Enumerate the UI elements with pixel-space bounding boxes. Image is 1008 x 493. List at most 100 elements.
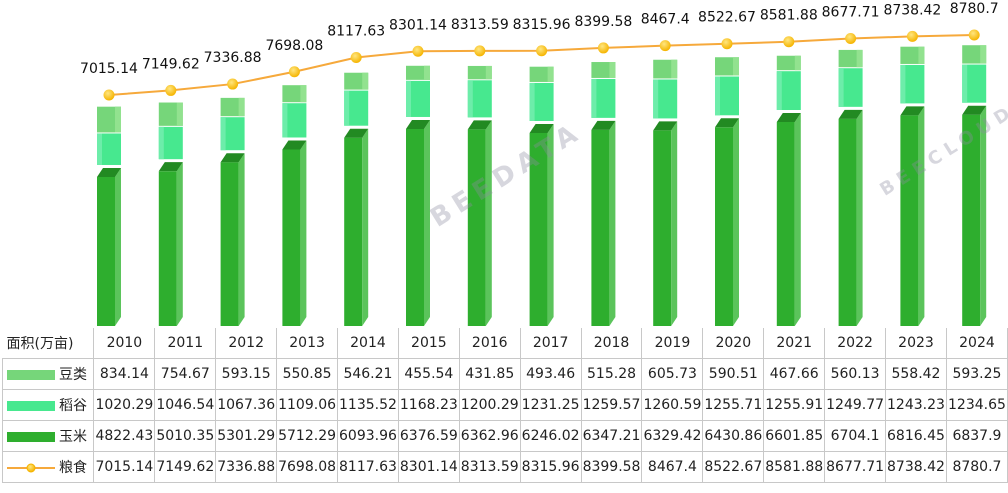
bar-bean-side (671, 59, 678, 79)
bar-corn-side (176, 162, 183, 326)
bar-rice-highlight (776, 71, 782, 111)
point-grain (165, 84, 177, 96)
table-cell: 8581.88 (763, 451, 826, 483)
x-tick-label: 2013 (276, 328, 339, 359)
bar-corn-side (238, 153, 245, 326)
table-cell: 7336.88 (215, 451, 278, 483)
table-cell: 6376.59 (397, 420, 460, 452)
point-grain (474, 45, 486, 57)
bar-rice-highlight (344, 90, 350, 126)
x-tick-label: 2022 (824, 328, 887, 359)
table-cell: 6362.96 (458, 420, 521, 452)
bar-corn-side (980, 105, 987, 326)
legend-label: 玉米 (59, 429, 87, 445)
legend-entry: 稻谷 (1, 389, 95, 421)
data-label-grain: 8522.67 (698, 10, 756, 26)
legend-swatch-icon (7, 401, 55, 411)
table-row: 玉米 4822.43 5010.35 5301.29 5712.29 6093.96 637… (1, 420, 1008, 452)
table-header-row: 面积(万亩) 2010 2011 2012 2013 2014 2015 2016 2017 20… (2, 328, 1008, 359)
x-tick-label: 2023 (885, 328, 947, 359)
bar-corn-top (529, 123, 554, 133)
legend-entry: 豆类 (1, 358, 95, 390)
x-tick-label: 2016 (458, 328, 521, 359)
bar-corn-top (715, 118, 739, 128)
data-label-grain: 7336.88 (204, 50, 262, 66)
x-tick-label: 2017 (519, 328, 582, 359)
table-cell: 6837.9 (945, 420, 1008, 452)
point-grain (845, 32, 857, 44)
data-label-grain: 8117.63 (327, 24, 385, 40)
table-cell: 455.54 (397, 358, 460, 390)
table-cell: 8301.14 (397, 451, 460, 483)
table-cell: 8677.71 (824, 451, 887, 483)
x-tick-label: 2012 (215, 328, 278, 359)
bar-corn (282, 149, 301, 326)
table-cell: 5712.29 (276, 420, 339, 452)
legend-label: 豆类 (59, 367, 87, 383)
point-grain (536, 45, 548, 57)
bar-rice-highlight (715, 76, 720, 116)
table-cell: 1260.59 (641, 389, 704, 421)
table-cell: 593.15 (215, 358, 278, 390)
bar-corn (591, 129, 610, 326)
table-cell: 8399.58 (580, 451, 643, 483)
point-grain (412, 45, 424, 57)
table-cell: 550.85 (276, 358, 339, 390)
point-grain (906, 30, 918, 42)
bar-corn-side (918, 106, 925, 326)
table-cell: 546.21 (337, 358, 399, 390)
x-tick-label: 2024 (945, 328, 1008, 359)
bar-rice-highlight (591, 78, 597, 118)
legend-swatch-icon (7, 370, 55, 380)
table-cell: 1259.57 (580, 389, 643, 421)
point-grain (721, 38, 733, 50)
bar-corn (962, 114, 981, 326)
bar-bean-side (238, 97, 245, 117)
bar-corn-top (97, 167, 121, 177)
table-cell: 1249.77 (824, 389, 887, 421)
table-cell: 1200.29 (458, 389, 521, 421)
data-table: 面积(万亩) 2010 2011 2012 2013 2014 2015 2016 2017 20… (1, 328, 1008, 483)
table-cell: 1046.54 (154, 389, 217, 421)
bar-corn (900, 115, 919, 326)
table-cell: 493.46 (519, 358, 582, 390)
bar-corn-top (900, 106, 925, 116)
table-cell: 1135.52 (337, 389, 399, 421)
bar-corn-top (282, 140, 307, 150)
table-cell: 6816.45 (885, 420, 947, 452)
table-row: 粮食 7015.14 7149.62 7336.88 7698.08 8117.63 830… (1, 451, 1008, 483)
table-cell: 6704.1 (824, 420, 887, 452)
table-cell: 560.13 (824, 358, 887, 390)
bar-bean-side (547, 66, 554, 82)
bar-corn-side (609, 120, 616, 326)
bar-corn-top (344, 128, 369, 138)
bar-bean-side (424, 65, 430, 80)
bar-corn-side (671, 121, 678, 326)
bar-corn (838, 118, 857, 326)
table-cell: 1067.36 (215, 389, 278, 421)
x-tick-label: 2018 (580, 328, 643, 359)
legend-entry: 粮食 (1, 451, 95, 483)
bar-corn-top (406, 119, 430, 129)
table-cell: 6601.85 (763, 420, 826, 452)
table-cell: 593.25 (945, 358, 1008, 390)
bar-rice-highlight (97, 133, 102, 165)
bar-bean-side (362, 72, 369, 90)
point-grain (288, 66, 300, 78)
bar-corn (158, 171, 177, 326)
bar-corn-side (115, 167, 121, 326)
bar-bean-side (980, 45, 987, 64)
table-cell: 1255.91 (763, 389, 826, 421)
table-cell: 1243.23 (885, 389, 947, 421)
x-tick-label: 2019 (641, 328, 704, 359)
bar-corn-top (962, 105, 987, 115)
bar-bean-side (300, 85, 307, 103)
data-label-grain: 8313.59 (451, 17, 509, 33)
table-cell: 6093.96 (337, 420, 399, 452)
table-cell: 1234.65 (945, 389, 1008, 421)
data-label-grain: 8581.88 (760, 8, 818, 24)
data-label-grain: 8467.4 (641, 12, 690, 28)
table-cell: 754.67 (154, 358, 217, 390)
data-label-grain: 7015.14 (80, 61, 138, 77)
